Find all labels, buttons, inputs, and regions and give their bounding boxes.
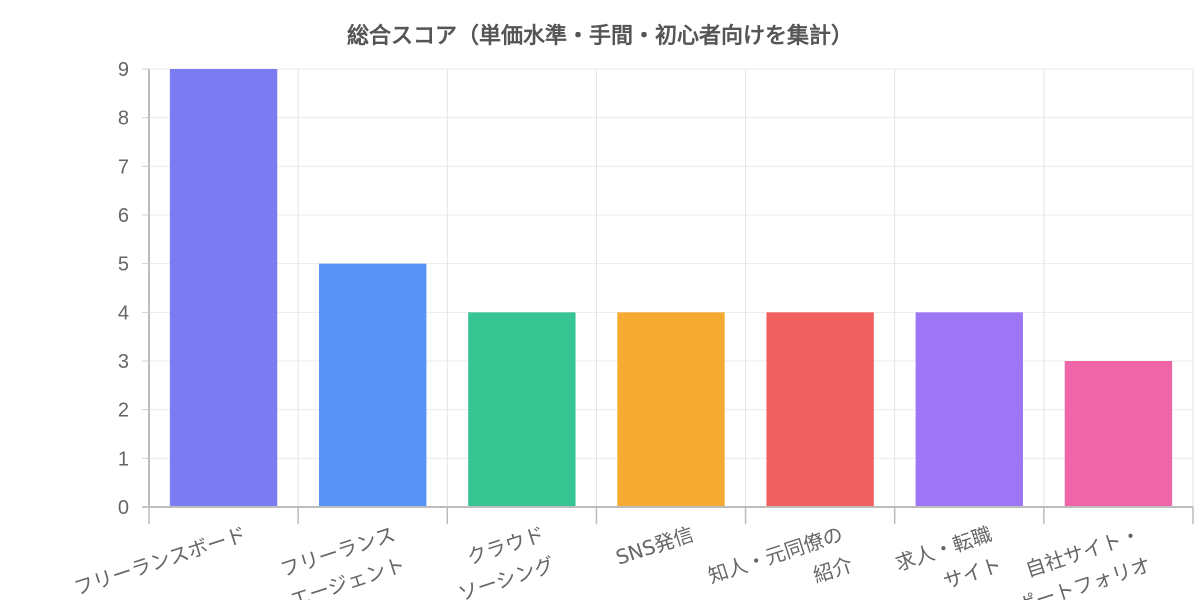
bar[interactable] — [766, 312, 874, 507]
x-tick-label-line: フリーランスボード — [71, 522, 249, 600]
x-tick-label-line: 紹介 — [810, 552, 855, 587]
x-tick-label: フリーランスボード — [71, 522, 249, 600]
bar[interactable] — [319, 263, 427, 507]
y-tick-label: 5 — [118, 254, 129, 276]
axes — [142, 69, 1194, 524]
y-tick-label: 0 — [118, 497, 129, 519]
y-tick-label: 8 — [118, 108, 129, 130]
y-tick-label: 9 — [118, 59, 129, 81]
bar[interactable] — [468, 312, 576, 507]
chart-title: 総合スコア（単価水準・手間・初心者向けを集計） — [346, 24, 853, 49]
bar[interactable] — [915, 312, 1023, 507]
bar[interactable] — [169, 69, 278, 507]
x-tick-label: SNS発信 — [613, 522, 697, 570]
bars — [169, 69, 1173, 507]
y-axis-ticks: 0 1 2 3 4 5 6 7 8 9 — [118, 59, 149, 519]
y-tick-label: 3 — [118, 351, 129, 373]
x-tick-label: 自社サイト・ポートフォリオ — [1013, 522, 1154, 600]
y-tick-label: 4 — [118, 302, 129, 324]
bar[interactable] — [617, 312, 725, 507]
y-tick-label: 7 — [118, 156, 129, 178]
y-tick-label: 2 — [118, 400, 129, 422]
bar[interactable] — [1064, 361, 1173, 507]
y-tick-label: 6 — [118, 205, 129, 227]
y-tick-label: 1 — [118, 448, 129, 470]
x-tick-label-line: SNS発信 — [613, 522, 697, 570]
